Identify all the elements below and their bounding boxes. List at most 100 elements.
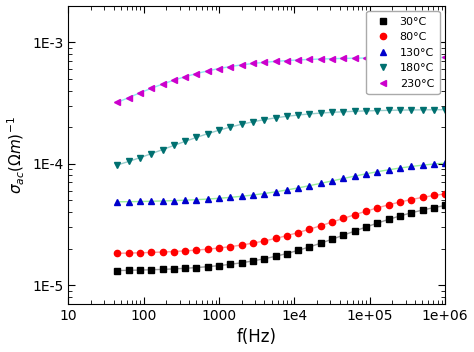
80°C [171,250,177,254]
230°C [193,71,199,76]
130°C [431,162,437,166]
80°C [160,250,165,254]
230°C [295,58,301,62]
30°C [352,229,357,233]
130°C [114,200,120,204]
80°C [262,239,267,243]
Line: 80°C: 80°C [114,191,448,256]
180°C [307,112,312,116]
180°C [171,143,177,147]
30°C [386,217,392,221]
80°C [329,220,335,224]
130°C [352,174,357,178]
130°C [409,164,414,169]
180°C [160,147,165,152]
180°C [193,135,199,139]
30°C [205,265,210,269]
180°C [114,163,120,167]
180°C [205,132,210,136]
230°C [352,56,357,60]
30°C [262,257,267,261]
80°C [307,227,312,231]
230°C [250,61,256,65]
30°C [295,248,301,252]
230°C [160,82,165,86]
230°C [363,56,369,60]
230°C [442,55,448,59]
230°C [284,58,290,63]
130°C [307,183,312,188]
180°C [318,111,324,115]
230°C [386,56,392,60]
80°C [126,251,131,255]
230°C [182,75,188,79]
30°C [307,245,312,249]
230°C [273,59,278,63]
30°C [171,267,177,271]
30°C [228,262,233,266]
80°C [284,233,290,238]
80°C [148,250,154,254]
130°C [239,194,245,199]
130°C [329,179,335,183]
30°C [273,254,278,258]
230°C [137,91,143,95]
180°C [284,114,290,118]
230°C [262,60,267,64]
80°C [363,209,369,213]
130°C [419,163,425,167]
30°C [318,241,324,245]
180°C [442,108,448,112]
230°C [171,78,177,82]
180°C [431,108,437,112]
180°C [216,128,222,132]
180°C [386,108,392,112]
Line: 230°C: 230°C [114,54,448,106]
130°C [295,186,301,190]
80°C [216,246,222,250]
130°C [250,193,256,197]
130°C [171,199,177,203]
80°C [193,248,199,252]
180°C [397,108,403,112]
180°C [419,108,425,112]
30°C [239,261,245,265]
130°C [397,166,403,170]
30°C [137,268,143,272]
230°C [431,55,437,59]
30°C [340,233,346,237]
Line: 30°C: 30°C [114,202,448,274]
130°C [205,197,210,201]
130°C [126,200,131,204]
130°C [228,195,233,200]
180°C [137,156,143,160]
30°C [397,214,403,218]
80°C [409,197,414,202]
80°C [295,231,301,235]
180°C [126,159,131,164]
130°C [160,199,165,203]
80°C [114,251,120,256]
30°C [148,268,154,272]
180°C [250,120,256,124]
180°C [409,108,414,112]
180°C [262,118,267,122]
130°C [273,190,278,194]
230°C [307,57,312,62]
230°C [205,69,210,73]
230°C [239,63,245,67]
230°C [148,86,154,90]
230°C [114,100,120,105]
Y-axis label: $\sigma_{ac}(\Omega m)^{-1}$: $\sigma_{ac}(\Omega m)^{-1}$ [6,116,27,194]
130°C [182,198,188,202]
30°C [419,208,425,212]
180°C [295,113,301,117]
30°C [216,264,222,268]
230°C [340,56,346,61]
230°C [329,57,335,61]
30°C [363,225,369,229]
30°C [329,237,335,241]
80°C [239,243,245,247]
230°C [228,64,233,69]
180°C [148,152,154,156]
